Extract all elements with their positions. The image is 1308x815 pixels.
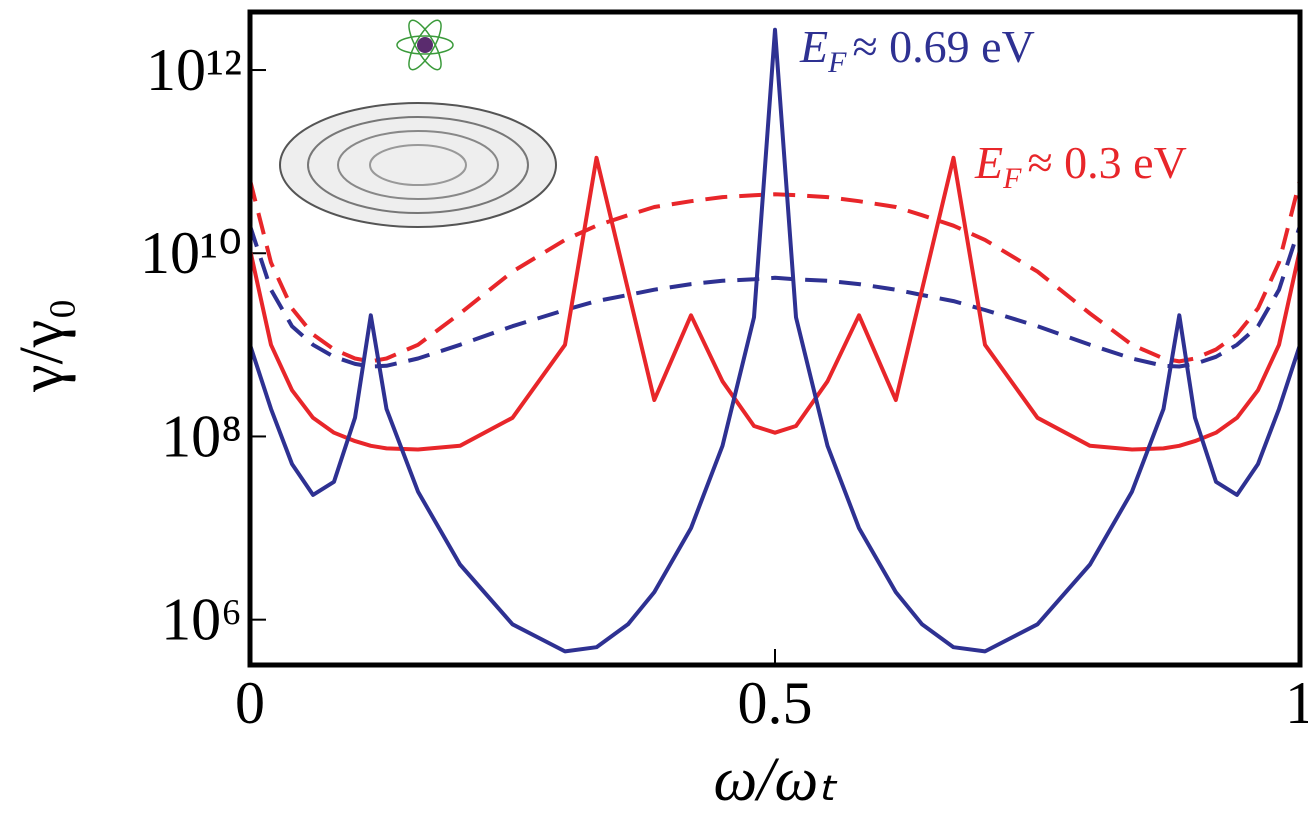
y-tick-label: 10⁸	[161, 403, 242, 469]
annotation-subscript: F	[1002, 162, 1022, 195]
annotation-symbol: E	[799, 21, 828, 72]
graphene-inset	[279, 19, 557, 228]
annotation-text: ≈ 0.3 eV	[1027, 137, 1186, 188]
plot-frame	[247, 9, 1303, 668]
y-axis-label: γ/γ₀	[8, 298, 76, 393]
x-tick-label: 0	[235, 670, 265, 736]
series-line	[250, 155, 1300, 452]
x-tick-label: 0.5	[738, 670, 813, 736]
y-tick-label: 10¹⁰	[140, 220, 242, 286]
series-line	[250, 27, 1300, 654]
x-axis-label: ω/ωₜ	[713, 746, 838, 814]
annotation-text: ≈ 0.69 eV	[852, 21, 1034, 72]
series-line	[250, 225, 1300, 369]
y-tick-label: 10⁶	[161, 587, 242, 653]
annotation-symbol: E	[974, 137, 1003, 188]
annotation: EF ≈ 0.3 eV	[974, 137, 1187, 195]
annotation: EF ≈ 0.69 eV	[799, 21, 1035, 79]
annotation-subscript: F	[827, 46, 847, 79]
y-tick-label: 10¹²	[146, 37, 242, 103]
series-line	[250, 179, 1300, 364]
x-tick-label: 1	[1285, 670, 1308, 736]
